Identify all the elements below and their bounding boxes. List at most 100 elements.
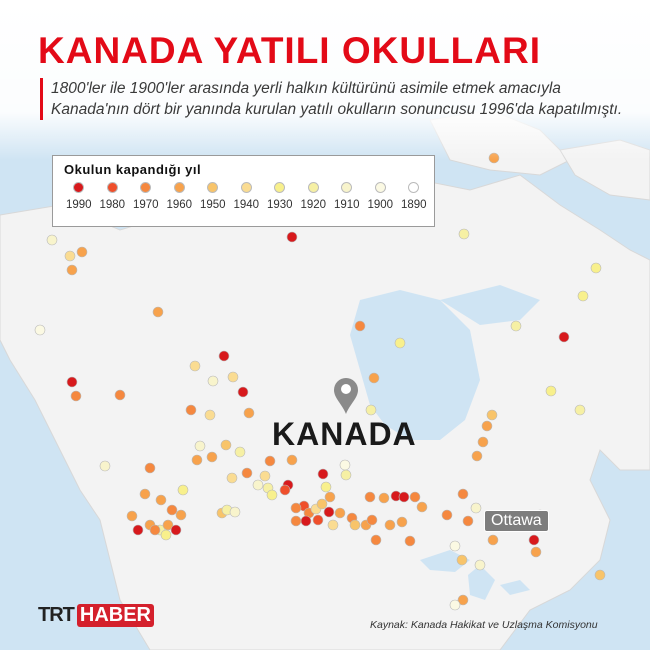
school-dot-1920: [365, 404, 377, 416]
school-dot-1940: [189, 360, 201, 372]
school-dot-1960: [206, 451, 218, 463]
school-dot-1960: [286, 454, 298, 466]
legend-label: 1900: [367, 199, 394, 211]
legend-item-1890: 1890: [397, 182, 431, 211]
school-dot-1970: [290, 502, 302, 514]
legend: Okulun kapandığı yıl 1990 1980 1970 1960 195…: [52, 155, 435, 227]
legend-label: 1940: [233, 199, 260, 211]
school-dot-1990: [300, 515, 312, 527]
school-dot-1940: [259, 470, 271, 482]
school-dot-1950: [486, 409, 498, 421]
legend-item-1940: 1940: [230, 182, 264, 211]
school-dot-1990: [398, 491, 410, 503]
legend-item-1900: 1900: [364, 182, 398, 211]
school-dot-1960: [530, 546, 542, 558]
school-dot-1990: [323, 506, 335, 518]
school-dot-1960: [126, 510, 138, 522]
school-dot-1970: [114, 389, 126, 401]
school-dot-1950: [349, 519, 361, 531]
school-dot-1900: [339, 459, 351, 471]
hudson-bay: [350, 285, 540, 440]
school-dot-1970: [404, 535, 416, 547]
legend-item-1950: 1950: [196, 182, 230, 211]
legend-label: 1980: [99, 199, 126, 211]
school-dot-1950: [594, 569, 606, 581]
legend-label: 1990: [65, 199, 92, 211]
school-dot-1970: [462, 515, 474, 527]
school-dot-1950: [220, 439, 232, 451]
school-dot-1960: [191, 454, 203, 466]
school-dot-1960: [471, 450, 483, 462]
school-dot-1960: [175, 509, 187, 521]
legend-dot: [374, 182, 386, 193]
school-dot-1990: [170, 524, 182, 536]
school-dot-1930: [177, 484, 189, 496]
school-dot-1970: [185, 404, 197, 416]
school-dot-1930: [266, 489, 278, 501]
school-dot-1970: [366, 514, 378, 526]
school-dot-1940: [227, 371, 239, 383]
source-note: Kaynak: Kanada Hakikat ve Uzlaşma Komisy…: [370, 619, 598, 631]
legend-dot: [274, 182, 286, 193]
legend-title: Okulun kapandığı yıl: [64, 162, 202, 177]
school-dot-1960: [243, 407, 255, 419]
legend-item-1980: 1980: [96, 182, 130, 211]
school-dot-1920: [340, 469, 352, 481]
school-dot-1950: [316, 498, 328, 510]
school-dot-1930: [545, 385, 557, 397]
school-dot-1940: [226, 472, 238, 484]
school-dot-1920: [458, 228, 470, 240]
legend-label: 1920: [300, 199, 327, 211]
legend-dot: [106, 182, 118, 193]
school-dot-1910: [252, 479, 264, 491]
school-dot-1990: [132, 524, 144, 536]
legend-item-1930: 1930: [263, 182, 297, 211]
school-dot-1920: [574, 404, 586, 416]
map-pin-icon: [334, 378, 358, 414]
legend-item-1970: 1970: [129, 182, 163, 211]
school-dot-1950: [456, 554, 468, 566]
school-dot-1910: [470, 502, 482, 514]
school-dot-1970: [370, 534, 382, 546]
legend-dot: [240, 182, 252, 193]
country-label: KANADA: [272, 416, 417, 452]
school-dot-1970: [166, 504, 178, 516]
school-dot-1990: [218, 350, 230, 362]
legend-dot: [73, 182, 85, 193]
logo-haber: HABER: [76, 604, 155, 627]
legend-label: 1970: [132, 199, 159, 211]
school-dot-1960: [481, 420, 493, 432]
school-dot-1970: [354, 320, 366, 332]
school-dot-1930: [590, 262, 602, 274]
legend-item-1990: 1990: [62, 182, 96, 211]
legend-items: 1990 1980 1970 1960 1950 1940 1930 1920 1910 1900…: [62, 182, 431, 211]
school-dot-1930: [320, 481, 332, 493]
legend-label: 1950: [199, 199, 226, 211]
legend-item-1960: 1960: [163, 182, 197, 211]
page-title: KANADA YATILI OKULLARI: [38, 30, 541, 71]
school-dot-1990: [317, 468, 329, 480]
school-dot-1900: [449, 540, 461, 552]
school-dot-1930: [160, 529, 172, 541]
school-dot-1910: [474, 559, 486, 571]
school-dot-1960: [416, 501, 428, 513]
school-dot-1980: [312, 514, 324, 526]
school-dot-1970: [290, 515, 302, 527]
school-dot-1900: [449, 599, 461, 611]
school-dot-1910: [207, 375, 219, 387]
legend-label: 1960: [166, 199, 193, 211]
legend-item-1910: 1910: [330, 182, 364, 211]
school-dot-1960: [384, 519, 396, 531]
school-dot-1970: [441, 509, 453, 521]
school-dot-1960: [324, 491, 336, 503]
school-dot-1970: [241, 467, 253, 479]
school-dot-1970: [144, 462, 156, 474]
school-dot-1930: [394, 337, 406, 349]
legend-dot: [307, 182, 319, 193]
school-dot-1960: [487, 534, 499, 546]
school-dot-1960: [155, 494, 167, 506]
school-dot-1990: [66, 376, 78, 388]
legend-dot: [408, 182, 420, 193]
school-dot-1970: [149, 524, 161, 536]
